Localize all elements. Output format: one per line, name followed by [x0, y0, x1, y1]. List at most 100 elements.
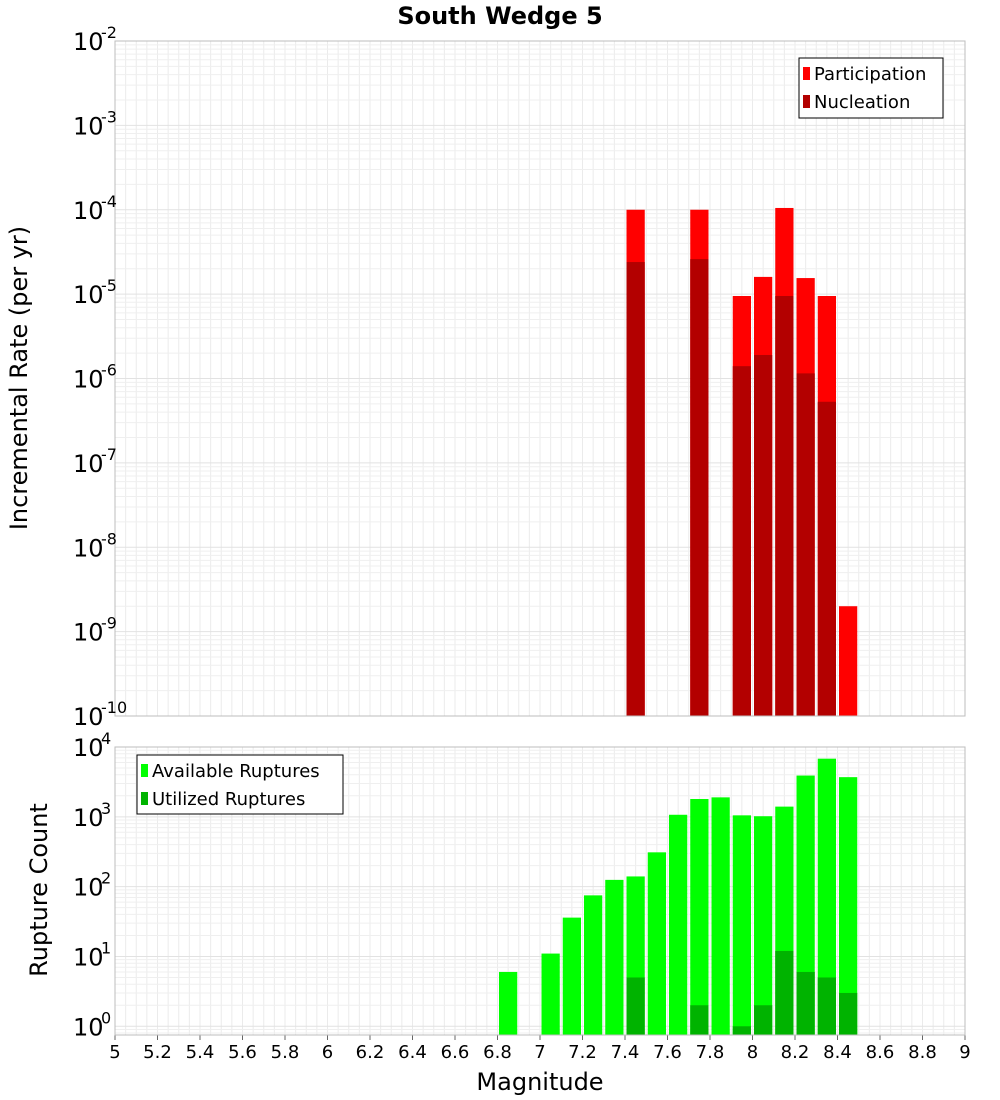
y-tick-label-exponent: 4	[101, 729, 111, 748]
bar-available-ruptures	[541, 953, 560, 1035]
x-tick-label: 7	[534, 1042, 545, 1063]
legend-entry: Utilized Ruptures	[152, 789, 305, 810]
legend-swatch	[803, 95, 810, 108]
bar-available-ruptures	[817, 758, 836, 1035]
bar-utilized-ruptures	[754, 1005, 773, 1035]
y-tick-label-exponent: -2	[101, 23, 117, 42]
legend-entry: Nucleation	[814, 92, 910, 113]
bar-participation	[839, 606, 858, 716]
bar-available-ruptures	[647, 852, 666, 1035]
y-tick-label-base: 10	[73, 734, 104, 762]
bar-nucleation	[690, 259, 709, 716]
x-tick-label: 5	[109, 1042, 120, 1063]
y-tick-label-base: 10	[73, 804, 104, 832]
bar-available-ruptures	[499, 971, 518, 1035]
x-tick-label: 5.2	[143, 1042, 172, 1063]
plot-frame	[114, 40, 966, 717]
bar-available-ruptures	[754, 816, 773, 1035]
y-tick-label-exponent: -5	[101, 276, 117, 295]
legend-swatch	[141, 764, 148, 777]
x-tick-label: 7.6	[653, 1042, 682, 1063]
y-tick-label-base: 10	[73, 366, 104, 394]
y-tick-label-exponent: 0	[101, 1008, 111, 1027]
chart-title: South Wedge 5	[397, 2, 602, 30]
bar-utilized-ruptures	[817, 977, 836, 1035]
bar-available-ruptures	[690, 798, 709, 1035]
y-axis-label-bottom: Rupture Count	[25, 803, 53, 977]
x-tick-label: 9	[959, 1042, 970, 1063]
bar-utilized-ruptures	[839, 992, 858, 1035]
bar-available-ruptures	[711, 797, 730, 1035]
legend-box	[798, 57, 944, 119]
legend-swatch	[803, 67, 810, 80]
y-tick-label-exponent: -10	[101, 698, 127, 717]
y-tick-label-base: 10	[73, 197, 104, 225]
y-tick-label-base: 10	[73, 943, 104, 971]
bar-utilized-ruptures	[626, 977, 645, 1035]
bar-available-ruptures	[839, 777, 858, 1035]
bar-nucleation	[754, 354, 773, 716]
y-tick-label-exponent: 3	[101, 799, 111, 818]
y-axis-label-top: Incremental Rate (per yr)	[5, 226, 33, 530]
y-tick-label-base: 10	[73, 28, 104, 56]
y-tick-label-exponent: -8	[101, 529, 117, 548]
bar-available-ruptures	[669, 814, 688, 1035]
y-tick-label-exponent: -7	[101, 445, 117, 464]
legend-swatch	[141, 792, 148, 805]
panel-0: 10-1010-910-810-710-610-510-410-310-2Par…	[73, 23, 966, 731]
x-tick-label: 8.4	[823, 1042, 852, 1063]
x-tick-label: 6.4	[398, 1042, 427, 1063]
y-tick-label-base: 10	[73, 703, 104, 731]
y-tick-label-base: 10	[73, 281, 104, 309]
x-tick-label: 5.8	[271, 1042, 300, 1063]
x-tick-label: 6	[322, 1042, 333, 1063]
legend-entry: Available Ruptures	[152, 761, 320, 782]
x-tick-label: 8.6	[866, 1042, 895, 1063]
bar-utilized-ruptures	[775, 950, 794, 1035]
y-tick-label-base: 10	[73, 619, 104, 647]
y-tick-label-base: 10	[73, 874, 104, 902]
legend-0: Participation Nucleation	[798, 57, 944, 119]
y-tick-label-base: 10	[73, 1013, 104, 1041]
y-tick-label-base: 10	[73, 450, 104, 478]
bar-nucleation	[775, 296, 794, 716]
bar-nucleation	[817, 401, 836, 716]
y-tick-label-exponent: -4	[101, 192, 117, 211]
bar-utilized-ruptures	[732, 1026, 751, 1035]
bar-available-ruptures	[562, 917, 581, 1035]
x-tick-label: 6.2	[356, 1042, 385, 1063]
bar-available-ruptures	[796, 775, 815, 1035]
legend-box	[136, 754, 344, 815]
y-tick-label-exponent: -9	[101, 614, 117, 633]
x-tick-label: 7.4	[611, 1042, 640, 1063]
legend-entry: Participation	[814, 64, 926, 85]
x-tick-label: 7.8	[696, 1042, 725, 1063]
x-tick-label: 8	[747, 1042, 758, 1063]
x-tick-label: 8.8	[908, 1042, 937, 1063]
bar-utilized-ruptures	[796, 971, 815, 1035]
x-tick-label: 5.4	[186, 1042, 215, 1063]
y-tick-label-base: 10	[73, 534, 104, 562]
legend-1: Available Ruptures Utilized Ruptures	[136, 754, 344, 815]
bar-nucleation	[626, 262, 645, 716]
bar-available-ruptures	[732, 815, 751, 1035]
y-tick-label-exponent: 2	[101, 869, 111, 888]
x-tick-label: 5.6	[228, 1042, 257, 1063]
y-tick-label-exponent: -6	[101, 361, 117, 380]
y-tick-label-base: 10	[73, 112, 104, 140]
bar-available-ruptures	[605, 879, 624, 1035]
bar-nucleation	[796, 373, 815, 716]
bar-utilized-ruptures	[690, 1005, 709, 1035]
y-tick-label-exponent: -3	[101, 107, 117, 126]
x-tick-label: 6.6	[441, 1042, 470, 1063]
x-tick-label: 6.8	[483, 1042, 512, 1063]
plot-frame	[114, 746, 966, 1036]
bar-nucleation	[732, 366, 751, 716]
x-tick-label: 8.2	[781, 1042, 810, 1063]
y-tick-label-exponent: 1	[101, 938, 111, 957]
x-axis-label: Magnitude	[476, 1068, 603, 1096]
bar-available-ruptures	[584, 895, 603, 1035]
